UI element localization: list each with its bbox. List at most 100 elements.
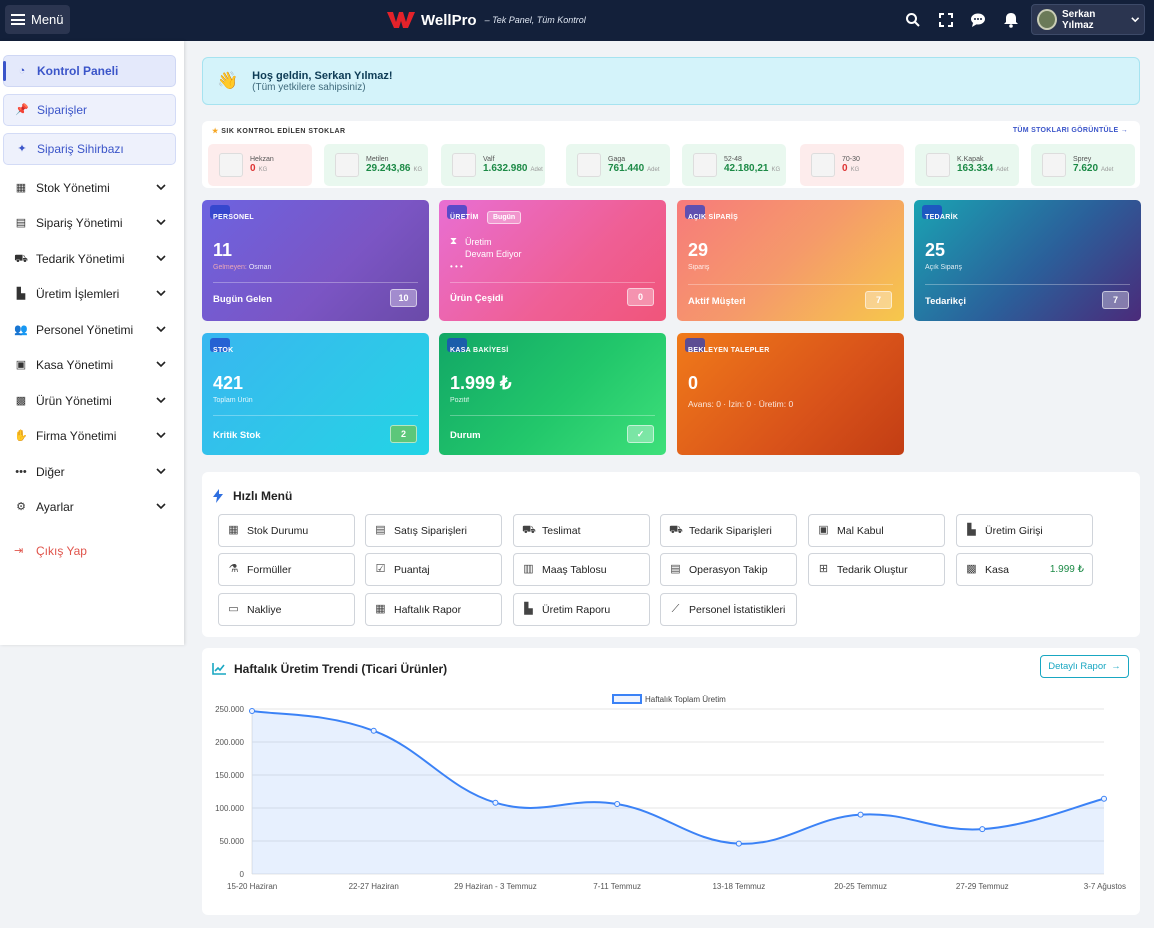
sidebar-item-12[interactable]: ⚙ Ayarlar bbox=[3, 491, 176, 523]
kpi-tedarik-card[interactable]: TEDARİK 25 Açık Sipariş Tedarikçi 7 bbox=[914, 200, 1141, 321]
stock-card[interactable]: 70-30 0 KG bbox=[800, 144, 904, 186]
sidebar-item-label: Sipariş Sihirbazı bbox=[37, 142, 124, 156]
industry-icon: ▙ bbox=[524, 603, 533, 615]
quick-menu-button[interactable]: ⚗ Formüller bbox=[218, 553, 355, 586]
sidebar-item-label: Stok Yönetimi bbox=[36, 181, 110, 195]
quick-menu-button[interactable]: ▩ Kasa 1.999 ₺ bbox=[956, 553, 1093, 586]
truck-loading-icon: ▣ bbox=[818, 524, 829, 536]
star-icon: ★ bbox=[212, 128, 219, 135]
stock-value: 761.440 Adet bbox=[608, 163, 660, 174]
kpi-uretim-card[interactable]: ÜRETİM Bugün ⧗ Üretim Devam Ediyor • • • … bbox=[439, 200, 666, 321]
kpi-value: 11 bbox=[213, 240, 233, 260]
sidebar-item-10[interactable]: ✋ Firma Yönetimi bbox=[3, 420, 176, 452]
stock-card[interactable]: Metilen 29.243,86 KG bbox=[324, 144, 428, 186]
users-icon bbox=[210, 205, 230, 219]
data-point bbox=[979, 826, 986, 833]
kpi-kasa-card[interactable]: KASA BAKİYESİ 1.999 ₺ Pozitif Durum ✓ bbox=[439, 333, 666, 455]
stock-name: 52-48 bbox=[724, 156, 742, 163]
sidebar-item-11[interactable]: ••• Diğer bbox=[3, 456, 176, 488]
kpi-value: 0 bbox=[688, 373, 699, 393]
sidebar-item-9[interactable]: ▩ Ürün Yönetimi bbox=[3, 385, 176, 417]
series-area bbox=[252, 710, 1104, 874]
stock-card[interactable]: Gaga 761.440 Adet bbox=[566, 144, 670, 186]
top-bar: Menü WellPro – Tek Panel, Tüm Kontrol Se… bbox=[0, 0, 1154, 41]
kpi-personel-card[interactable]: PERSONEL 11 Gelmeyen: Osman Bugün Gelen … bbox=[202, 200, 429, 321]
kpi-acik-siparis-card[interactable]: AÇIK SİPARİŞ 29 Sipariş Aktif Müşteri 7 bbox=[677, 200, 904, 321]
sidebar-item-5[interactable]: ⛟ Tedarik Yönetimi bbox=[3, 243, 176, 275]
stock-card[interactable]: Sprey 7.620 Adet bbox=[1031, 144, 1135, 186]
quick-menu-label: Stok Durumu bbox=[247, 524, 309, 537]
file-invoice-icon: ▥ bbox=[523, 563, 534, 575]
pin-icon: 📌 bbox=[15, 104, 29, 116]
sidebar-item-8[interactable]: ▣ Kasa Yönetimi bbox=[3, 349, 176, 381]
quick-menu-button[interactable]: ▣ Mal Kabul bbox=[808, 514, 945, 547]
quick-menu-label: Kasa bbox=[985, 563, 1009, 576]
sidebar-item-0[interactable]: ◔ Kontrol Paneli bbox=[3, 55, 176, 87]
sidebar-item-6[interactable]: ▙ Üretim İşlemleri bbox=[3, 278, 176, 310]
quick-menu-button[interactable]: ⛟ Tedarik Siparişleri bbox=[660, 514, 797, 547]
sidebar-item-1[interactable]: 📌 Siparişler bbox=[3, 94, 176, 126]
product-image bbox=[1042, 153, 1066, 177]
stock-card[interactable]: Valf 1.632.980 Adet bbox=[441, 144, 545, 186]
stock-value: 163.334 Adet bbox=[957, 163, 1009, 174]
kpi-sub: Avans: 0 · İzin: 0 · Üretim: 0 bbox=[688, 399, 794, 409]
stock-card[interactable]: K.Kapak 163.334 Adet bbox=[915, 144, 1019, 186]
product-image bbox=[926, 153, 950, 177]
quick-menu-label: Tedarik Siparişleri bbox=[689, 524, 772, 537]
sidebar-item-7[interactable]: 👥 Personel Yönetimi bbox=[3, 314, 176, 346]
quick-menu-button[interactable]: ☑ Puantaj bbox=[365, 553, 502, 586]
magic-wand-icon: ✦ bbox=[17, 143, 27, 155]
sidebar-item-3[interactable]: ▦ Stok Yönetimi bbox=[3, 172, 176, 204]
view-all-stocks-link[interactable]: TÜM STOKLARI GÖRÜNTÜLE → bbox=[1012, 127, 1128, 134]
kpi-bekleyen-card[interactable]: BEKLEYEN TALEPLER 0 Avans: 0 · İzin: 0 ·… bbox=[677, 333, 904, 455]
chevron-down-icon bbox=[156, 432, 166, 439]
stock-name: Metilen bbox=[366, 156, 389, 163]
bell-icon[interactable] bbox=[1003, 12, 1019, 28]
handshake-icon: ✋ bbox=[14, 430, 28, 442]
calendar-icon: ▦ bbox=[375, 603, 386, 615]
search-icon[interactable] bbox=[905, 12, 921, 28]
industry-icon: ▙ bbox=[967, 524, 976, 536]
quick-menu-button[interactable]: ⊞ Tedarik Oluştur bbox=[808, 553, 945, 586]
sidebar-item-label: Personel Yönetimi bbox=[36, 323, 134, 337]
detailed-report-button[interactable]: Detaylı Rapor → bbox=[1040, 655, 1129, 678]
quick-menu-button[interactable]: ▙ Üretim Girişi bbox=[956, 514, 1093, 547]
logout-button[interactable]: ⇥ Çıkış Yap bbox=[3, 535, 176, 567]
menu-button[interactable]: Menü bbox=[5, 5, 70, 34]
brand[interactable]: WellPro – Tek Panel, Tüm Kontrol bbox=[387, 10, 586, 30]
cart-icon bbox=[685, 205, 705, 219]
quick-menu-button[interactable]: ▦ Haftalık Rapor bbox=[365, 593, 502, 626]
kpi-count-badge: 7 bbox=[1102, 291, 1129, 309]
quick-menu-button[interactable]: ▥ Maaş Tablosu bbox=[513, 553, 650, 586]
quick-menu-button[interactable]: ▭ Nakliye bbox=[218, 593, 355, 626]
check-icon: ✓ bbox=[627, 425, 654, 443]
quick-menu-button[interactable]: ⟋ Personel İstatistikleri bbox=[660, 593, 797, 626]
quick-menu-button[interactable]: ▦ Stok Durumu bbox=[218, 514, 355, 547]
user-menu[interactable]: Serkan Yılmaz bbox=[1031, 4, 1145, 35]
sidebar-item-label: Ayarlar bbox=[36, 500, 74, 514]
quick-menu-button[interactable]: ▤ Satış Siparişleri bbox=[365, 514, 502, 547]
kpi-count-badge: 10 bbox=[390, 289, 417, 307]
waving-hand-icon: 👋 bbox=[217, 71, 239, 90]
line-chart: 0 50.000 100.000 150.000 200.000 250.000 15-20… bbox=[215, 694, 1126, 891]
y-tick-label: 100.000 bbox=[215, 804, 244, 813]
kpi-sub: Gelmeyen: Osman bbox=[213, 264, 272, 271]
chat-icon[interactable] bbox=[970, 12, 986, 28]
stock-name: Sprey bbox=[1073, 156, 1092, 163]
data-point bbox=[857, 811, 864, 818]
quick-menu-button[interactable]: ▙ Üretim Raporu bbox=[513, 593, 650, 626]
menu-label: Menü bbox=[31, 12, 64, 27]
stock-card[interactable]: 52-48 42.180,21 KG bbox=[682, 144, 786, 186]
stock-name: K.Kapak bbox=[957, 156, 984, 163]
sidebar-item-2[interactable]: ✦ Sipariş Sihirbazı bbox=[3, 133, 176, 165]
kpi-stok-card[interactable]: STOK 421 Toplam Ürün Kritik Stok 2 bbox=[202, 333, 429, 455]
stock-card[interactable]: Hekzan 0 KG bbox=[208, 144, 312, 186]
kpi-foot: Ürün Çeşidi bbox=[450, 293, 504, 304]
quick-menu-button[interactable]: ⛟ Teslimat bbox=[513, 514, 650, 547]
quick-menu-button[interactable]: ▤ Operasyon Takip bbox=[660, 553, 797, 586]
users-cog-icon: ⚙ bbox=[16, 501, 26, 513]
chevron-down-icon bbox=[1130, 17, 1139, 23]
logout-label: Çıkış Yap bbox=[36, 544, 87, 558]
fullscreen-icon[interactable] bbox=[938, 12, 954, 28]
sidebar-item-4[interactable]: ▤ Sipariş Yönetimi bbox=[3, 207, 176, 239]
